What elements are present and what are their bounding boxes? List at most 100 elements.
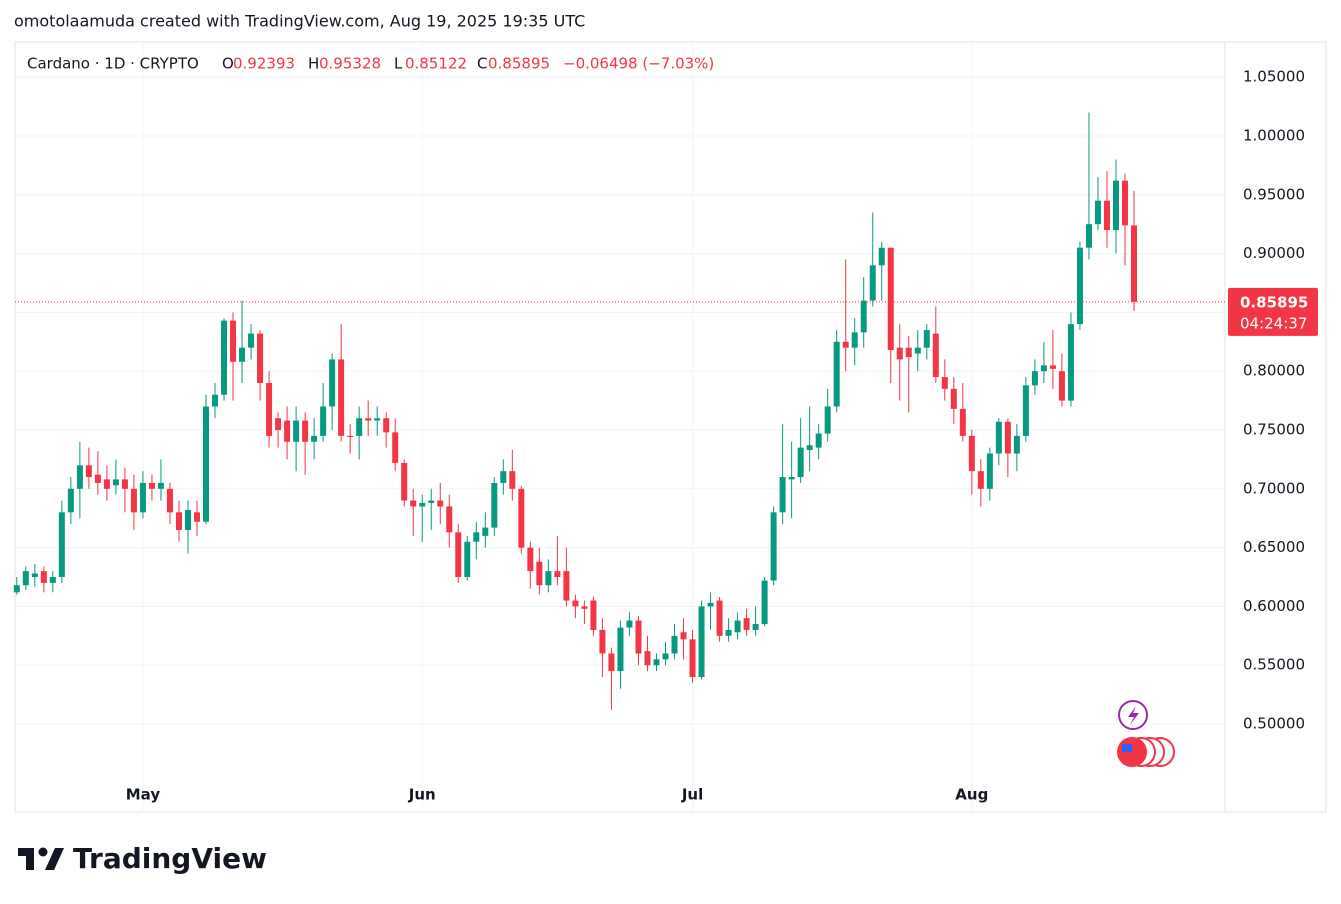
candle-body xyxy=(1004,421,1011,454)
logo-part xyxy=(45,848,64,870)
candle-body xyxy=(157,482,164,489)
candle-body xyxy=(806,445,813,450)
candle-body xyxy=(1103,200,1110,231)
candle-body xyxy=(698,606,705,677)
candle-body xyxy=(1121,180,1128,226)
candle-body xyxy=(464,541,471,578)
candle-body xyxy=(581,606,588,609)
candle-body xyxy=(896,347,903,360)
candle-body xyxy=(914,347,921,354)
candle-body xyxy=(986,453,993,489)
candle-body xyxy=(797,447,804,478)
candle-body xyxy=(166,488,173,513)
x-tick-label: May xyxy=(126,786,161,804)
candle-body xyxy=(121,479,128,489)
candle-body xyxy=(401,462,408,501)
candle-body xyxy=(869,265,876,301)
candle-body xyxy=(455,532,462,578)
y-tick-label: 0.95000 xyxy=(1243,185,1305,203)
candle-body xyxy=(959,408,966,436)
candle-body xyxy=(239,347,246,362)
candle-body xyxy=(112,479,119,486)
y-tick-label: 1.00000 xyxy=(1243,126,1305,144)
y-tick-label: 0.65000 xyxy=(1243,538,1305,556)
candle-body xyxy=(410,500,417,507)
candle-body xyxy=(76,465,83,489)
x-tick-label: Jun xyxy=(408,786,436,804)
candle-body xyxy=(40,571,47,583)
candle-body xyxy=(383,418,390,433)
candle-body xyxy=(932,333,939,378)
y-tick-label: 0.60000 xyxy=(1243,597,1305,615)
candle-body xyxy=(1040,365,1047,372)
candle-body xyxy=(329,359,336,407)
candle-body xyxy=(1031,371,1038,386)
countdown: 04:24:37 xyxy=(1240,314,1307,332)
candle-body xyxy=(851,332,858,348)
candle-body xyxy=(482,527,489,536)
candle-body xyxy=(734,620,741,633)
candle-body xyxy=(302,420,309,442)
candle-body xyxy=(428,500,435,503)
lightning xyxy=(1128,706,1139,725)
candle-body xyxy=(572,600,579,607)
candle-body xyxy=(500,471,507,483)
ohlc-label: C xyxy=(477,55,487,73)
candle-body xyxy=(599,629,606,654)
brand-name: TradingView xyxy=(73,842,267,875)
candle-body xyxy=(563,571,570,601)
candle-body xyxy=(148,482,155,489)
candle-body xyxy=(473,532,480,542)
candle-body xyxy=(509,471,516,489)
candle-body xyxy=(923,330,930,348)
y-tick-label: 0.80000 xyxy=(1243,362,1305,380)
candle-body xyxy=(130,488,137,513)
candle-body xyxy=(1076,247,1083,325)
candle-body xyxy=(338,359,345,436)
candle-body xyxy=(518,488,525,548)
candle-body xyxy=(1049,365,1056,369)
candle-body xyxy=(743,618,750,630)
ohlc-value: 0.85122 xyxy=(405,55,467,73)
y-tick-label: 0.90000 xyxy=(1243,244,1305,262)
candle-body xyxy=(320,406,327,436)
price-label-box xyxy=(1228,287,1318,336)
candle-body xyxy=(203,406,210,522)
candle-body xyxy=(58,512,65,578)
candle-body xyxy=(761,580,768,625)
candle-body xyxy=(193,512,200,522)
y-tick-label: 0.50000 xyxy=(1243,715,1305,733)
candle-body xyxy=(662,653,669,660)
candle-body xyxy=(635,620,642,654)
candle-body xyxy=(266,382,273,436)
candle-body xyxy=(1131,225,1138,302)
attribution: omotolaamuda created with TradingView.co… xyxy=(14,12,585,31)
candle-body xyxy=(995,421,1002,454)
candle-body xyxy=(230,320,237,362)
candle-body xyxy=(779,477,786,513)
candle-body xyxy=(725,629,732,636)
y-tick-label: 0.70000 xyxy=(1243,479,1305,497)
candle-body xyxy=(1067,324,1074,401)
y-tick-label: 1.05000 xyxy=(1243,68,1305,86)
candle-body xyxy=(437,500,444,507)
candle-body xyxy=(356,418,363,436)
candle-body xyxy=(950,388,957,409)
candle-body xyxy=(212,394,219,407)
y-tick-label: 0.55000 xyxy=(1243,656,1305,674)
y-tick-label: 0.75000 xyxy=(1243,420,1305,438)
chart-title: Cardano · 1D · CRYPTO xyxy=(27,55,199,73)
candle-body xyxy=(617,627,624,672)
x-tick-label: Jul xyxy=(681,786,703,804)
candle-body xyxy=(419,502,426,507)
candle-body xyxy=(184,509,191,530)
candle-body xyxy=(644,651,651,666)
candle-body xyxy=(1013,435,1020,454)
ohlc-label: L xyxy=(394,55,403,73)
candle-body xyxy=(13,585,20,593)
ohlc-value: 0.85895 xyxy=(488,55,550,73)
logo-part xyxy=(26,848,34,870)
candle-body xyxy=(860,300,867,333)
candle-body xyxy=(770,512,777,581)
candle-body xyxy=(1112,180,1119,231)
